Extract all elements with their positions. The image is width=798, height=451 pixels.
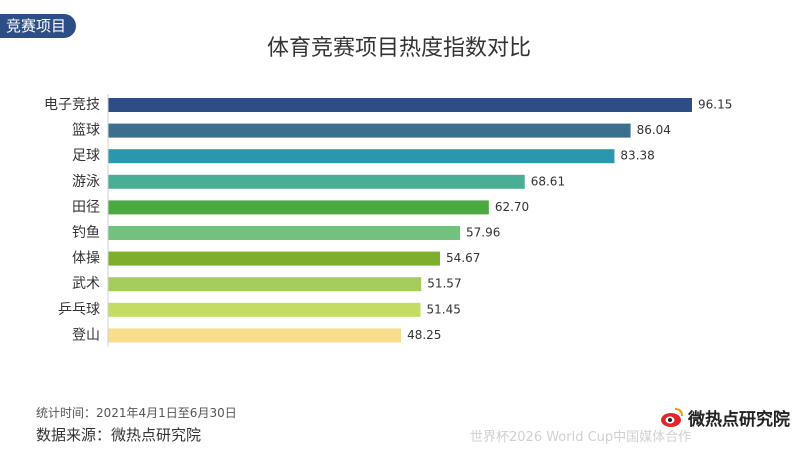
section-tag: 竞赛项目	[0, 14, 77, 38]
category-label: 田径	[72, 199, 100, 215]
value-label: 51.57	[427, 277, 461, 291]
bar	[108, 123, 631, 138]
logo: 微热点研究院	[660, 405, 790, 430]
bar	[108, 200, 489, 215]
watermark: 世界杯2026 World Cup中国媒体合作	[470, 430, 692, 445]
category-label: 电子竞技	[44, 96, 100, 113]
bar	[108, 328, 402, 343]
bar	[108, 277, 422, 292]
footnote: 统计时间：2021年4月1日至6月30日	[36, 406, 237, 420]
value-label: 83.38	[620, 149, 654, 163]
value-label: 96.15	[698, 98, 732, 112]
weibo-eye-icon	[661, 407, 683, 427]
value-label: 57.96	[466, 226, 500, 240]
value-label: 68.61	[531, 174, 565, 188]
category-label: 体操	[72, 251, 100, 267]
category-label: 武术	[72, 276, 100, 292]
category-label: 篮球	[72, 123, 100, 139]
value-label: 48.25	[407, 328, 441, 342]
value-label: 62.70	[495, 200, 529, 214]
category-label: 钓鱼	[72, 224, 100, 241]
bar	[108, 302, 421, 317]
bar	[108, 226, 461, 240]
category-label: 登山	[72, 327, 100, 343]
category-label: 足球	[72, 148, 100, 164]
category-label: 乒乓球	[58, 302, 100, 318]
value-label: 51.45	[426, 302, 460, 316]
category-label: 游泳	[72, 174, 100, 190]
bar-chart: 电子竞技 96.15 篮球 86.04 足球 83.38 游泳 68.61 田径 62.70 钓鱼 5…	[44, 94, 732, 347]
bar	[108, 98, 692, 112]
logo-text: 微热点研究院	[688, 410, 790, 430]
bar	[108, 149, 615, 164]
value-label: 86.04	[637, 123, 671, 137]
bar	[108, 174, 525, 189]
value-label: 54.67	[446, 251, 480, 265]
bar	[108, 251, 441, 266]
data-source: 数据来源：微热点研究院	[36, 426, 202, 444]
chart-title: 体育竞赛项目热度指数对比	[266, 36, 531, 61]
